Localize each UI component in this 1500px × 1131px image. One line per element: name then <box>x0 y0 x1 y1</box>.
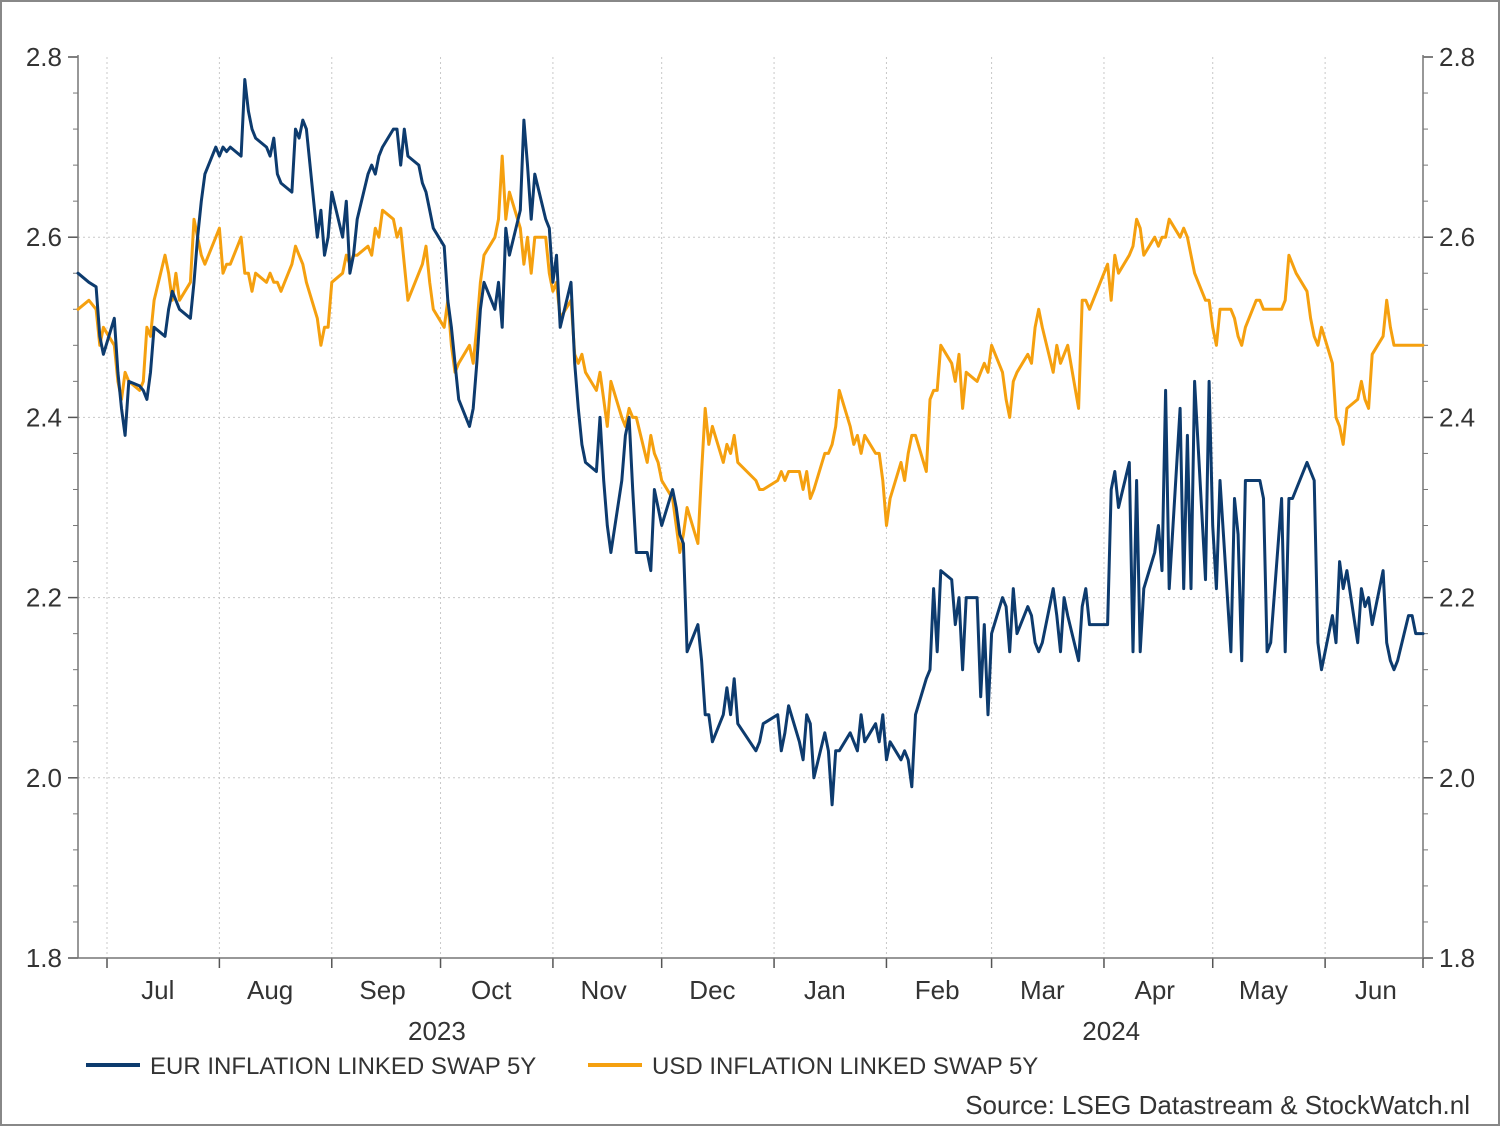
legend-label-usd: USD INFLATION LINKED SWAP 5Y <box>652 1053 1038 1080</box>
legend: EUR INFLATION LINKED SWAP 5Y USD INFLATI… <box>86 1053 1038 1080</box>
x-tick-label: Feb <box>915 975 960 1005</box>
y-tick-label-left: 2.2 <box>26 583 62 613</box>
x-tick-label: Mar <box>1020 975 1065 1005</box>
y-tick-label-left: 2.0 <box>26 763 62 793</box>
series-line-eur <box>76 78 1425 807</box>
x-tick-label: Jun <box>1355 975 1397 1005</box>
y-tick-label-right: 2.6 <box>1439 222 1475 252</box>
series <box>76 78 1425 807</box>
y-tick-label-left: 2.6 <box>26 222 62 252</box>
x-tick-label: Sep <box>359 975 405 1005</box>
series-line-usd <box>76 154 1425 554</box>
y-tick-label-left: 2.8 <box>26 42 62 72</box>
x-tick-label: May <box>1239 975 1288 1005</box>
y-tick-label-right: 1.8 <box>1439 943 1475 973</box>
x-tick-label: Jul <box>141 975 174 1005</box>
x-tick-label: Nov <box>581 975 627 1005</box>
x-tick-label: Dec <box>689 975 735 1005</box>
x-tick-label: Apr <box>1134 975 1175 1005</box>
y-tick-label-right: 2.4 <box>1439 402 1475 432</box>
x-year-label: 2023 <box>408 1016 466 1046</box>
legend-label-eur: EUR INFLATION LINKED SWAP 5Y <box>150 1053 536 1080</box>
source-label: Source: LSEG Datastream & StockWatch.nl <box>965 1090 1470 1120</box>
y-tick-label-left: 2.4 <box>26 402 62 432</box>
y-tick-label-left: 1.8 <box>26 943 62 973</box>
grid <box>78 57 1423 958</box>
y-tick-label-right: 2.0 <box>1439 763 1475 793</box>
x-tick-label: Jan <box>804 975 846 1005</box>
y-tick-label-right: 2.8 <box>1439 42 1475 72</box>
x-tick-label: Oct <box>471 975 512 1005</box>
y-tick-label-right: 2.2 <box>1439 583 1475 613</box>
x-tick-label: Aug <box>247 975 293 1005</box>
axes: 2.8 2.8 2.6 2.6 2.4 2.4 2.2 2.2 2.0 2.0 1.8 1.8 Jul A… <box>26 42 1475 1046</box>
x-year-label: 2024 <box>1082 1016 1140 1046</box>
